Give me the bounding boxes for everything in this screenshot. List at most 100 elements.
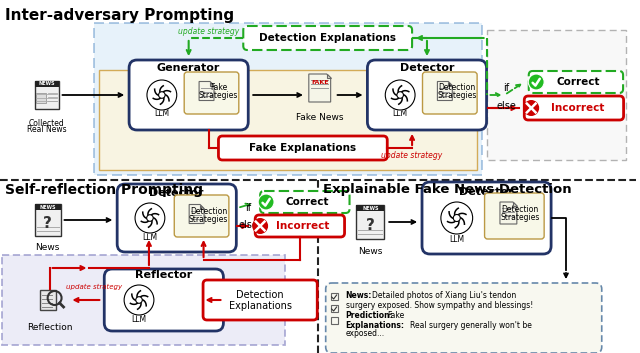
Text: Prediction:: Prediction:: [346, 311, 394, 319]
FancyBboxPatch shape: [99, 70, 477, 170]
Circle shape: [159, 92, 165, 98]
Text: Detection: Detection: [236, 290, 284, 300]
Text: Fake: Fake: [210, 84, 227, 92]
FancyBboxPatch shape: [174, 195, 229, 237]
FancyBboxPatch shape: [40, 290, 56, 310]
Text: NEWS: NEWS: [40, 205, 56, 210]
Circle shape: [385, 80, 415, 110]
Text: else: else: [497, 101, 516, 111]
Text: Strategies: Strategies: [189, 215, 228, 223]
Text: Reflection: Reflection: [27, 323, 72, 333]
Text: Detection: Detection: [190, 207, 227, 215]
Text: Incorrect: Incorrect: [551, 103, 605, 113]
FancyBboxPatch shape: [260, 191, 349, 213]
Text: update strategy: update strategy: [67, 284, 122, 290]
Circle shape: [124, 285, 154, 315]
Circle shape: [147, 215, 153, 221]
Text: Real surgery generally won't be: Real surgery generally won't be: [410, 321, 532, 329]
Text: update strategy: update strategy: [381, 150, 443, 160]
Text: Detector: Detector: [460, 187, 514, 197]
Text: Fake News: Fake News: [296, 113, 344, 121]
Text: Inter-adversary Prompting: Inter-adversary Prompting: [5, 8, 234, 23]
FancyBboxPatch shape: [422, 72, 477, 114]
Text: Fake Explanations: Fake Explanations: [250, 143, 356, 153]
Text: LLM: LLM: [154, 109, 170, 119]
Polygon shape: [513, 202, 517, 206]
FancyBboxPatch shape: [129, 60, 248, 130]
Text: exposed...: exposed...: [346, 329, 385, 339]
FancyBboxPatch shape: [529, 71, 623, 93]
Polygon shape: [189, 204, 204, 223]
Polygon shape: [200, 204, 204, 209]
Text: Fake: Fake: [387, 311, 404, 319]
Text: Strategies: Strategies: [199, 91, 238, 101]
Polygon shape: [309, 74, 331, 102]
Text: NEWS: NEWS: [38, 81, 55, 86]
Text: Strategies: Strategies: [500, 214, 540, 222]
FancyBboxPatch shape: [524, 96, 623, 120]
Text: LLM: LLM: [449, 235, 465, 245]
Polygon shape: [437, 82, 452, 101]
Bar: [35, 80, 59, 86]
FancyBboxPatch shape: [35, 204, 61, 235]
Text: Detector: Detector: [400, 63, 454, 73]
FancyBboxPatch shape: [486, 30, 625, 160]
Circle shape: [441, 202, 473, 234]
FancyBboxPatch shape: [203, 280, 317, 320]
Text: Generator: Generator: [157, 63, 220, 73]
Polygon shape: [500, 202, 517, 224]
Text: Collected: Collected: [29, 119, 65, 127]
Text: Incorrect: Incorrect: [276, 221, 330, 231]
Polygon shape: [210, 82, 214, 85]
FancyBboxPatch shape: [422, 182, 551, 254]
Bar: [331, 293, 338, 300]
Text: if: if: [245, 203, 252, 213]
Text: News: News: [35, 244, 60, 252]
Text: Detailed photos of Xiang Liu's tendon: Detailed photos of Xiang Liu's tendon: [372, 292, 516, 300]
FancyBboxPatch shape: [243, 26, 412, 50]
Text: News:: News:: [346, 292, 372, 300]
Text: Explanations:: Explanations:: [346, 321, 404, 329]
Text: Reflector: Reflector: [135, 270, 193, 280]
FancyBboxPatch shape: [184, 72, 239, 114]
FancyBboxPatch shape: [326, 283, 602, 353]
Text: Self-reflection Prompting: Self-reflection Prompting: [5, 183, 203, 197]
FancyBboxPatch shape: [117, 184, 236, 252]
Polygon shape: [199, 82, 214, 101]
Polygon shape: [326, 74, 331, 78]
Polygon shape: [449, 82, 452, 85]
Text: Detection: Detection: [502, 204, 539, 214]
Bar: [35, 204, 61, 210]
Text: LLM: LLM: [392, 109, 408, 119]
Text: Detector: Detector: [150, 188, 204, 198]
Text: Correct: Correct: [285, 197, 328, 207]
Circle shape: [258, 194, 274, 210]
FancyBboxPatch shape: [484, 193, 544, 239]
Text: Detection Explanations: Detection Explanations: [259, 33, 396, 43]
Text: LLM: LLM: [131, 315, 147, 323]
Circle shape: [397, 92, 403, 98]
Text: update strategy: update strategy: [178, 26, 239, 36]
Text: LLM: LLM: [142, 233, 157, 241]
Text: ?: ?: [366, 217, 375, 233]
FancyBboxPatch shape: [255, 215, 344, 237]
Bar: [331, 317, 338, 324]
Text: if: if: [503, 83, 509, 93]
Text: Explanations: Explanations: [228, 301, 292, 311]
Text: ?: ?: [44, 215, 52, 231]
FancyBboxPatch shape: [35, 80, 59, 109]
FancyBboxPatch shape: [356, 205, 384, 239]
Bar: [36, 93, 45, 103]
Text: surgery exposed. Show sympathy and blessings!: surgery exposed. Show sympathy and bless…: [346, 300, 533, 310]
Circle shape: [136, 297, 142, 303]
FancyBboxPatch shape: [94, 23, 481, 175]
Circle shape: [524, 100, 539, 116]
Text: Strategies: Strategies: [437, 91, 476, 101]
FancyBboxPatch shape: [3, 255, 285, 345]
Text: FAKE: FAKE: [311, 79, 328, 84]
Text: News: News: [358, 247, 383, 257]
Bar: [331, 305, 338, 312]
Circle shape: [252, 218, 268, 234]
Text: Correct: Correct: [556, 77, 600, 87]
Text: Detection: Detection: [438, 84, 476, 92]
